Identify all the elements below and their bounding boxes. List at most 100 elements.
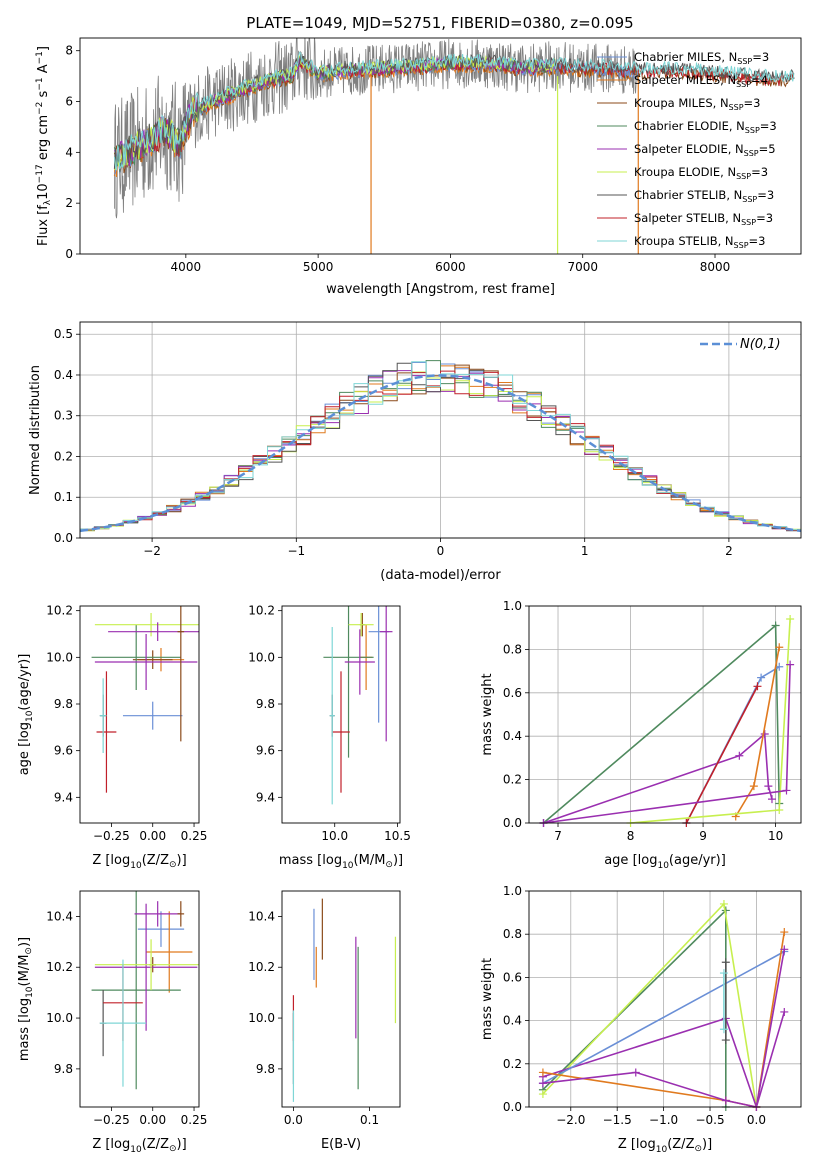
y-tick-label: 6 xyxy=(65,95,73,109)
x-tick-label: 0.0 xyxy=(747,1113,766,1127)
weight-marker xyxy=(721,958,730,967)
histogram-kroupa-stelib xyxy=(80,361,801,533)
y-tick-label: 10.2 xyxy=(248,960,275,974)
y-tick-label: 0.6 xyxy=(503,686,522,700)
x-axis-label: age [log10(age/yr)] xyxy=(604,853,726,871)
weight-marker xyxy=(771,621,780,630)
x-tick-label: 5000 xyxy=(303,260,334,274)
weight-line-chabrier-miles xyxy=(542,950,785,1084)
y-tick-label: 4 xyxy=(65,145,73,159)
x-tick-label: 10 xyxy=(768,829,783,843)
y-tick-label: 9.8 xyxy=(256,697,275,711)
x-tick-label: 4000 xyxy=(171,260,202,274)
x-tick-label: 10.5 xyxy=(384,829,411,843)
figure-title: PLATE=1049, MJD=52751, FIBERID=0380, z=0… xyxy=(246,14,633,32)
weight-marker xyxy=(780,1007,789,1016)
weight-marker xyxy=(538,1068,547,1077)
y-tick-label: 0.2 xyxy=(54,449,73,463)
legend-label: N(0,1) xyxy=(740,337,781,352)
x-tick-label: −1.5 xyxy=(603,1113,632,1127)
y-tick-label: 10.4 xyxy=(46,909,73,923)
weight-marker xyxy=(749,782,758,791)
weight-marker xyxy=(767,795,776,804)
weight-line-chabrier-elodie xyxy=(542,623,780,823)
y-tick-label: 0.4 xyxy=(503,729,522,743)
panel-weight-metallicity: −2.0 −1.5 −1.0 −0.5 0.0 0.0 0.2 0.4 0.6 0.8 1.0 Z [… xyxy=(480,884,802,1155)
x-axis-label: wavelength [Angstrom, rest frame] xyxy=(326,282,555,297)
x-tick-label: 7000 xyxy=(567,260,598,274)
model-line-kroupa-stelib xyxy=(113,51,795,171)
x-axis-label: Z [log10(Z/Z⊙)] xyxy=(92,1137,186,1155)
legend-label: Kroupa ELODIE, NSSP=3 xyxy=(634,165,768,181)
y-tick-label: 10.2 xyxy=(46,604,73,618)
weight-marker xyxy=(719,899,728,908)
y-tick-label: 0.0 xyxy=(503,816,522,830)
weight-marker xyxy=(538,1079,547,1088)
panel-mass-ebv: 0.0 0.1 9.8 10.0 10.2 10.4 E(B-V) xyxy=(248,890,401,1152)
y-tick-label: 8 xyxy=(65,44,73,58)
y-tick-label: 0.8 xyxy=(503,927,522,941)
weight-line-salpeter-elodie xyxy=(542,1011,786,1107)
weight-marker xyxy=(538,1090,547,1099)
x-tick-label: 0 xyxy=(437,544,445,558)
y-tick-label: 0 xyxy=(65,247,73,261)
y-tick-label: 9.4 xyxy=(54,790,73,804)
weight-line-chabrier-elodie xyxy=(542,908,727,1107)
x-tick-label: 0.00 xyxy=(139,1113,166,1127)
y-tick-label: 0.0 xyxy=(54,531,73,545)
normal-distribution-line xyxy=(79,374,802,533)
weight-marker xyxy=(780,928,789,937)
legend-label: Salpeter ELODIE, NSSP=5 xyxy=(634,142,776,158)
y-axis-label: mass weight xyxy=(480,958,495,1040)
y-tick-label: 0.5 xyxy=(54,327,73,341)
weight-marker xyxy=(735,751,744,760)
x-axis-label: E(B-V) xyxy=(321,1137,361,1152)
panel-age-metallicity: −0.25 0.00 0.25 9.4 9.6 9.8 10.0 10.2 Z [log10(Z… xyxy=(17,604,208,871)
y-tick-label: 10.0 xyxy=(248,650,275,664)
y-tick-label: 9.6 xyxy=(256,744,275,758)
plot-frame xyxy=(281,890,401,1108)
x-tick-label: −0.25 xyxy=(93,829,130,843)
plot-frame xyxy=(79,37,802,255)
panel-spectrum: 4000 5000 6000 7000 8000 0 2 4 6 8 Chabrier MILES,… xyxy=(35,37,802,297)
y-tick-label: 10.0 xyxy=(248,1011,275,1025)
y-axis-label: Normed distribution xyxy=(28,365,43,495)
weight-marker xyxy=(753,682,762,691)
weight-marker xyxy=(757,673,766,682)
y-tick-label: 2 xyxy=(65,196,73,210)
x-tick-label: 9 xyxy=(699,829,707,843)
x-tick-label: 0.1 xyxy=(360,1113,379,1127)
x-axis-label: mass [log10(M/M⊙)] xyxy=(279,853,403,871)
y-tick-label: 1.0 xyxy=(503,599,522,613)
weight-marker xyxy=(721,1096,730,1105)
weight-marker xyxy=(786,615,795,624)
plot-frame xyxy=(79,890,200,1108)
x-tick-label: 10.0 xyxy=(321,829,348,843)
weight-marker xyxy=(764,782,773,791)
x-tick-label: 8000 xyxy=(700,260,731,274)
y-tick-label: 0.1 xyxy=(54,490,73,504)
weight-marker xyxy=(760,730,769,739)
legend-label: Salpeter MILES, NSSP=4 xyxy=(634,73,768,89)
y-tick-label: 0.4 xyxy=(503,1014,522,1028)
x-tick-label: 0.25 xyxy=(181,829,208,843)
weight-line-salpeter-miles xyxy=(735,647,780,817)
y-tick-label: 0.2 xyxy=(503,1057,522,1071)
legend-label: Salpeter STELIB, NSSP=3 xyxy=(634,211,773,227)
y-tick-label: 9.8 xyxy=(54,697,73,711)
plot-frame xyxy=(528,890,802,1108)
x-axis-label: Z [log10(Z/Z⊙)] xyxy=(618,1137,712,1155)
x-tick-label: 8 xyxy=(627,829,635,843)
weight-marker xyxy=(631,1068,640,1077)
panel-residuals: −2 −1 0 1 2 0.0 0.1 0.2 0.3 0.4 0.5 N(0,1) (data-mod… xyxy=(28,321,802,583)
legend-label: Chabrier STELIB, NSSP=3 xyxy=(634,188,774,204)
panel-mass-metallicity: −0.25 0.00 0.25 9.8 10.0 10.2 10.4 Z [log10(Z/Z… xyxy=(17,890,207,1155)
y-axis-label: mass [log10(M/M⊙)] xyxy=(17,937,35,1061)
weight-marker xyxy=(719,969,728,978)
plot-frame xyxy=(79,321,802,539)
y-tick-label: 10.2 xyxy=(46,960,73,974)
x-tick-label: −1.0 xyxy=(649,1113,678,1127)
y-tick-label: 1.0 xyxy=(503,884,522,898)
y-tick-label: 10.4 xyxy=(248,909,275,923)
weight-marker xyxy=(782,786,791,795)
